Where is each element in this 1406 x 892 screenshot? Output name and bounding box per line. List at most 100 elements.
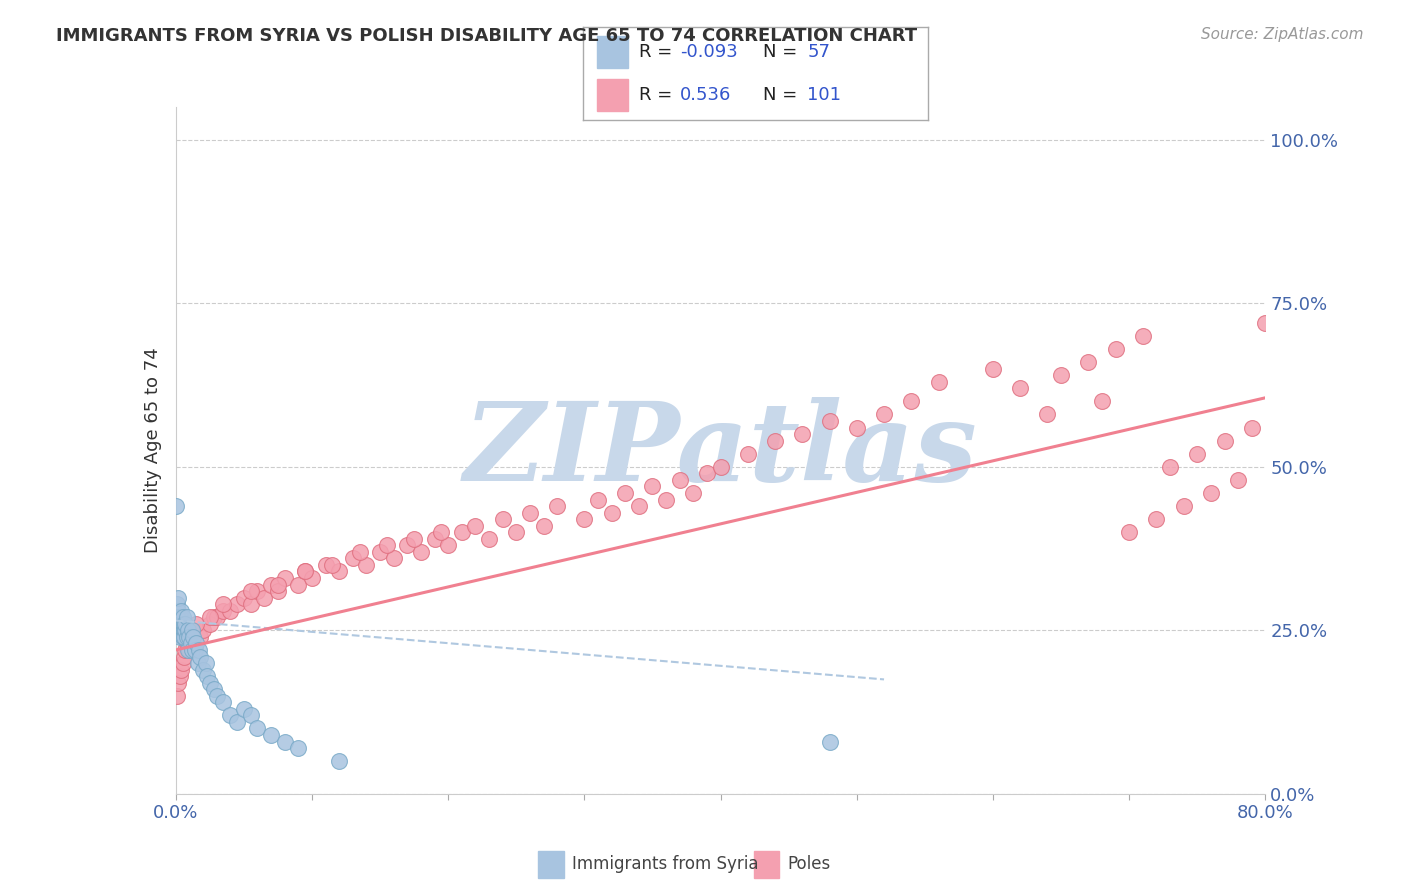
- Point: [328, 754, 350, 768]
- Point: [188, 649, 211, 664]
- Point: [183, 630, 205, 644]
- Point: [169, 616, 191, 631]
- Point: [176, 636, 198, 650]
- Point: [409, 545, 432, 559]
- Point: [1187, 447, 1209, 461]
- Point: [1268, 408, 1291, 422]
- Point: [505, 525, 527, 540]
- Point: [668, 473, 690, 487]
- Point: [763, 434, 786, 448]
- Point: [1077, 355, 1099, 369]
- Point: [1240, 420, 1263, 434]
- Point: [239, 597, 262, 611]
- Point: [219, 708, 242, 723]
- Point: [169, 610, 191, 624]
- Point: [170, 610, 193, 624]
- Bar: [598, 36, 628, 68]
- Point: [1036, 408, 1059, 422]
- Point: [342, 551, 364, 566]
- Point: [169, 669, 191, 683]
- Point: [166, 610, 188, 624]
- Point: [1010, 381, 1032, 395]
- Point: [198, 616, 221, 631]
- Point: [186, 616, 208, 631]
- Point: [167, 604, 190, 618]
- Point: [170, 604, 193, 618]
- Point: [173, 616, 195, 631]
- Point: [205, 689, 228, 703]
- Point: [627, 499, 650, 513]
- Point: [205, 610, 228, 624]
- Point: [174, 624, 197, 638]
- Point: [792, 427, 814, 442]
- Point: [191, 663, 214, 677]
- Point: [166, 689, 188, 703]
- Point: [546, 499, 568, 513]
- Point: [600, 506, 623, 520]
- Point: [382, 551, 405, 566]
- Point: [202, 682, 225, 697]
- Point: [181, 624, 204, 638]
- Point: [368, 545, 391, 559]
- Point: [167, 591, 190, 605]
- Point: [179, 630, 201, 644]
- Point: [169, 616, 191, 631]
- Point: [167, 610, 190, 624]
- Text: R =: R =: [638, 43, 678, 61]
- Point: [173, 630, 195, 644]
- Point: [492, 512, 515, 526]
- Point: [169, 624, 191, 638]
- Point: [519, 506, 541, 520]
- Point: [710, 459, 733, 474]
- Point: [356, 558, 378, 572]
- Point: [450, 525, 472, 540]
- Text: N =: N =: [762, 87, 803, 104]
- Point: [1227, 473, 1250, 487]
- Point: [226, 597, 249, 611]
- Point: [184, 643, 207, 657]
- Point: [349, 545, 371, 559]
- Point: [166, 597, 188, 611]
- Point: [682, 486, 704, 500]
- Point: [1159, 459, 1181, 474]
- Point: [173, 649, 195, 664]
- Point: [1213, 434, 1236, 448]
- Point: [586, 492, 609, 507]
- Point: [188, 630, 211, 644]
- Bar: [538, 851, 564, 878]
- Point: [873, 408, 896, 422]
- Point: [287, 741, 309, 756]
- Point: [170, 616, 193, 631]
- Bar: [754, 851, 779, 878]
- Point: [212, 604, 235, 618]
- Point: [928, 375, 950, 389]
- Point: [212, 695, 235, 709]
- Point: [186, 636, 208, 650]
- Text: IMMIGRANTS FROM SYRIA VS POLISH DISABILITY AGE 65 TO 74 CORRELATION CHART: IMMIGRANTS FROM SYRIA VS POLISH DISABILI…: [56, 27, 917, 45]
- Point: [232, 702, 254, 716]
- Point: [267, 577, 290, 591]
- Point: [174, 616, 197, 631]
- Point: [165, 499, 187, 513]
- Point: [186, 636, 208, 650]
- Point: [1199, 486, 1222, 500]
- Point: [166, 616, 188, 631]
- Point: [177, 624, 200, 638]
- Text: 101: 101: [807, 87, 841, 104]
- Y-axis label: Disability Age 65 to 74: Disability Age 65 to 74: [143, 348, 162, 553]
- Text: Immigrants from Syria: Immigrants from Syria: [572, 855, 759, 873]
- Point: [315, 558, 337, 572]
- Point: [173, 624, 195, 638]
- Point: [198, 675, 221, 690]
- Point: [246, 584, 269, 599]
- Point: [260, 728, 283, 742]
- Point: [260, 577, 283, 591]
- Point: [170, 663, 193, 677]
- Point: [195, 669, 218, 683]
- Point: [212, 597, 235, 611]
- Point: [1050, 368, 1073, 383]
- Point: [641, 479, 664, 493]
- Point: [437, 538, 460, 552]
- Point: [174, 643, 197, 657]
- Point: [430, 525, 453, 540]
